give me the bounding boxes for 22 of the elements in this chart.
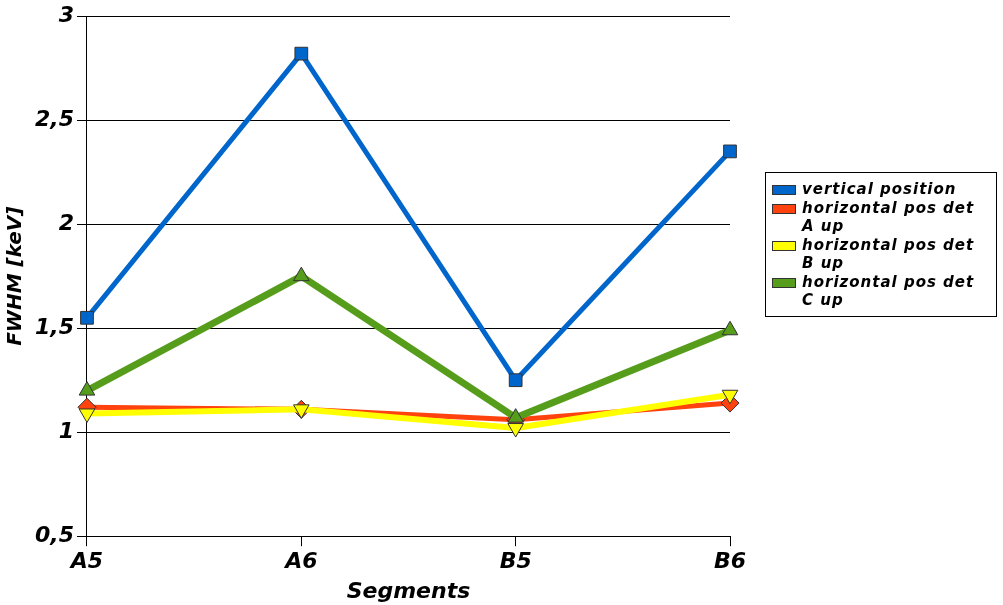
- y-tick-label: 1,5: [34, 313, 74, 339]
- y-axis-title: FWHM [keV]: [2, 206, 27, 346]
- x-tick-label: B6: [713, 548, 747, 574]
- point: [721, 320, 739, 336]
- y-tick-label: 3: [58, 1, 74, 27]
- point: [723, 144, 737, 159]
- legend-label: vertical position: [802, 180, 957, 198]
- point: [507, 408, 524, 423]
- y-tick-label: 0,5: [34, 521, 74, 547]
- y-tick-label: 2: [58, 209, 74, 235]
- y-tick-label: 2,5: [34, 105, 74, 131]
- point: [508, 373, 523, 388]
- point: [80, 310, 94, 325]
- x-tick-label: B5: [499, 548, 532, 574]
- x-axis-title: Segments: [346, 577, 471, 603]
- point: [78, 381, 96, 396]
- point: [293, 266, 310, 282]
- legend-label: horizontal pos det C up: [802, 273, 976, 309]
- point: [294, 46, 309, 61]
- y-tick-label: 1: [58, 417, 74, 443]
- x-tick-label: A6: [283, 548, 318, 574]
- x-tick-label: A5: [68, 548, 104, 574]
